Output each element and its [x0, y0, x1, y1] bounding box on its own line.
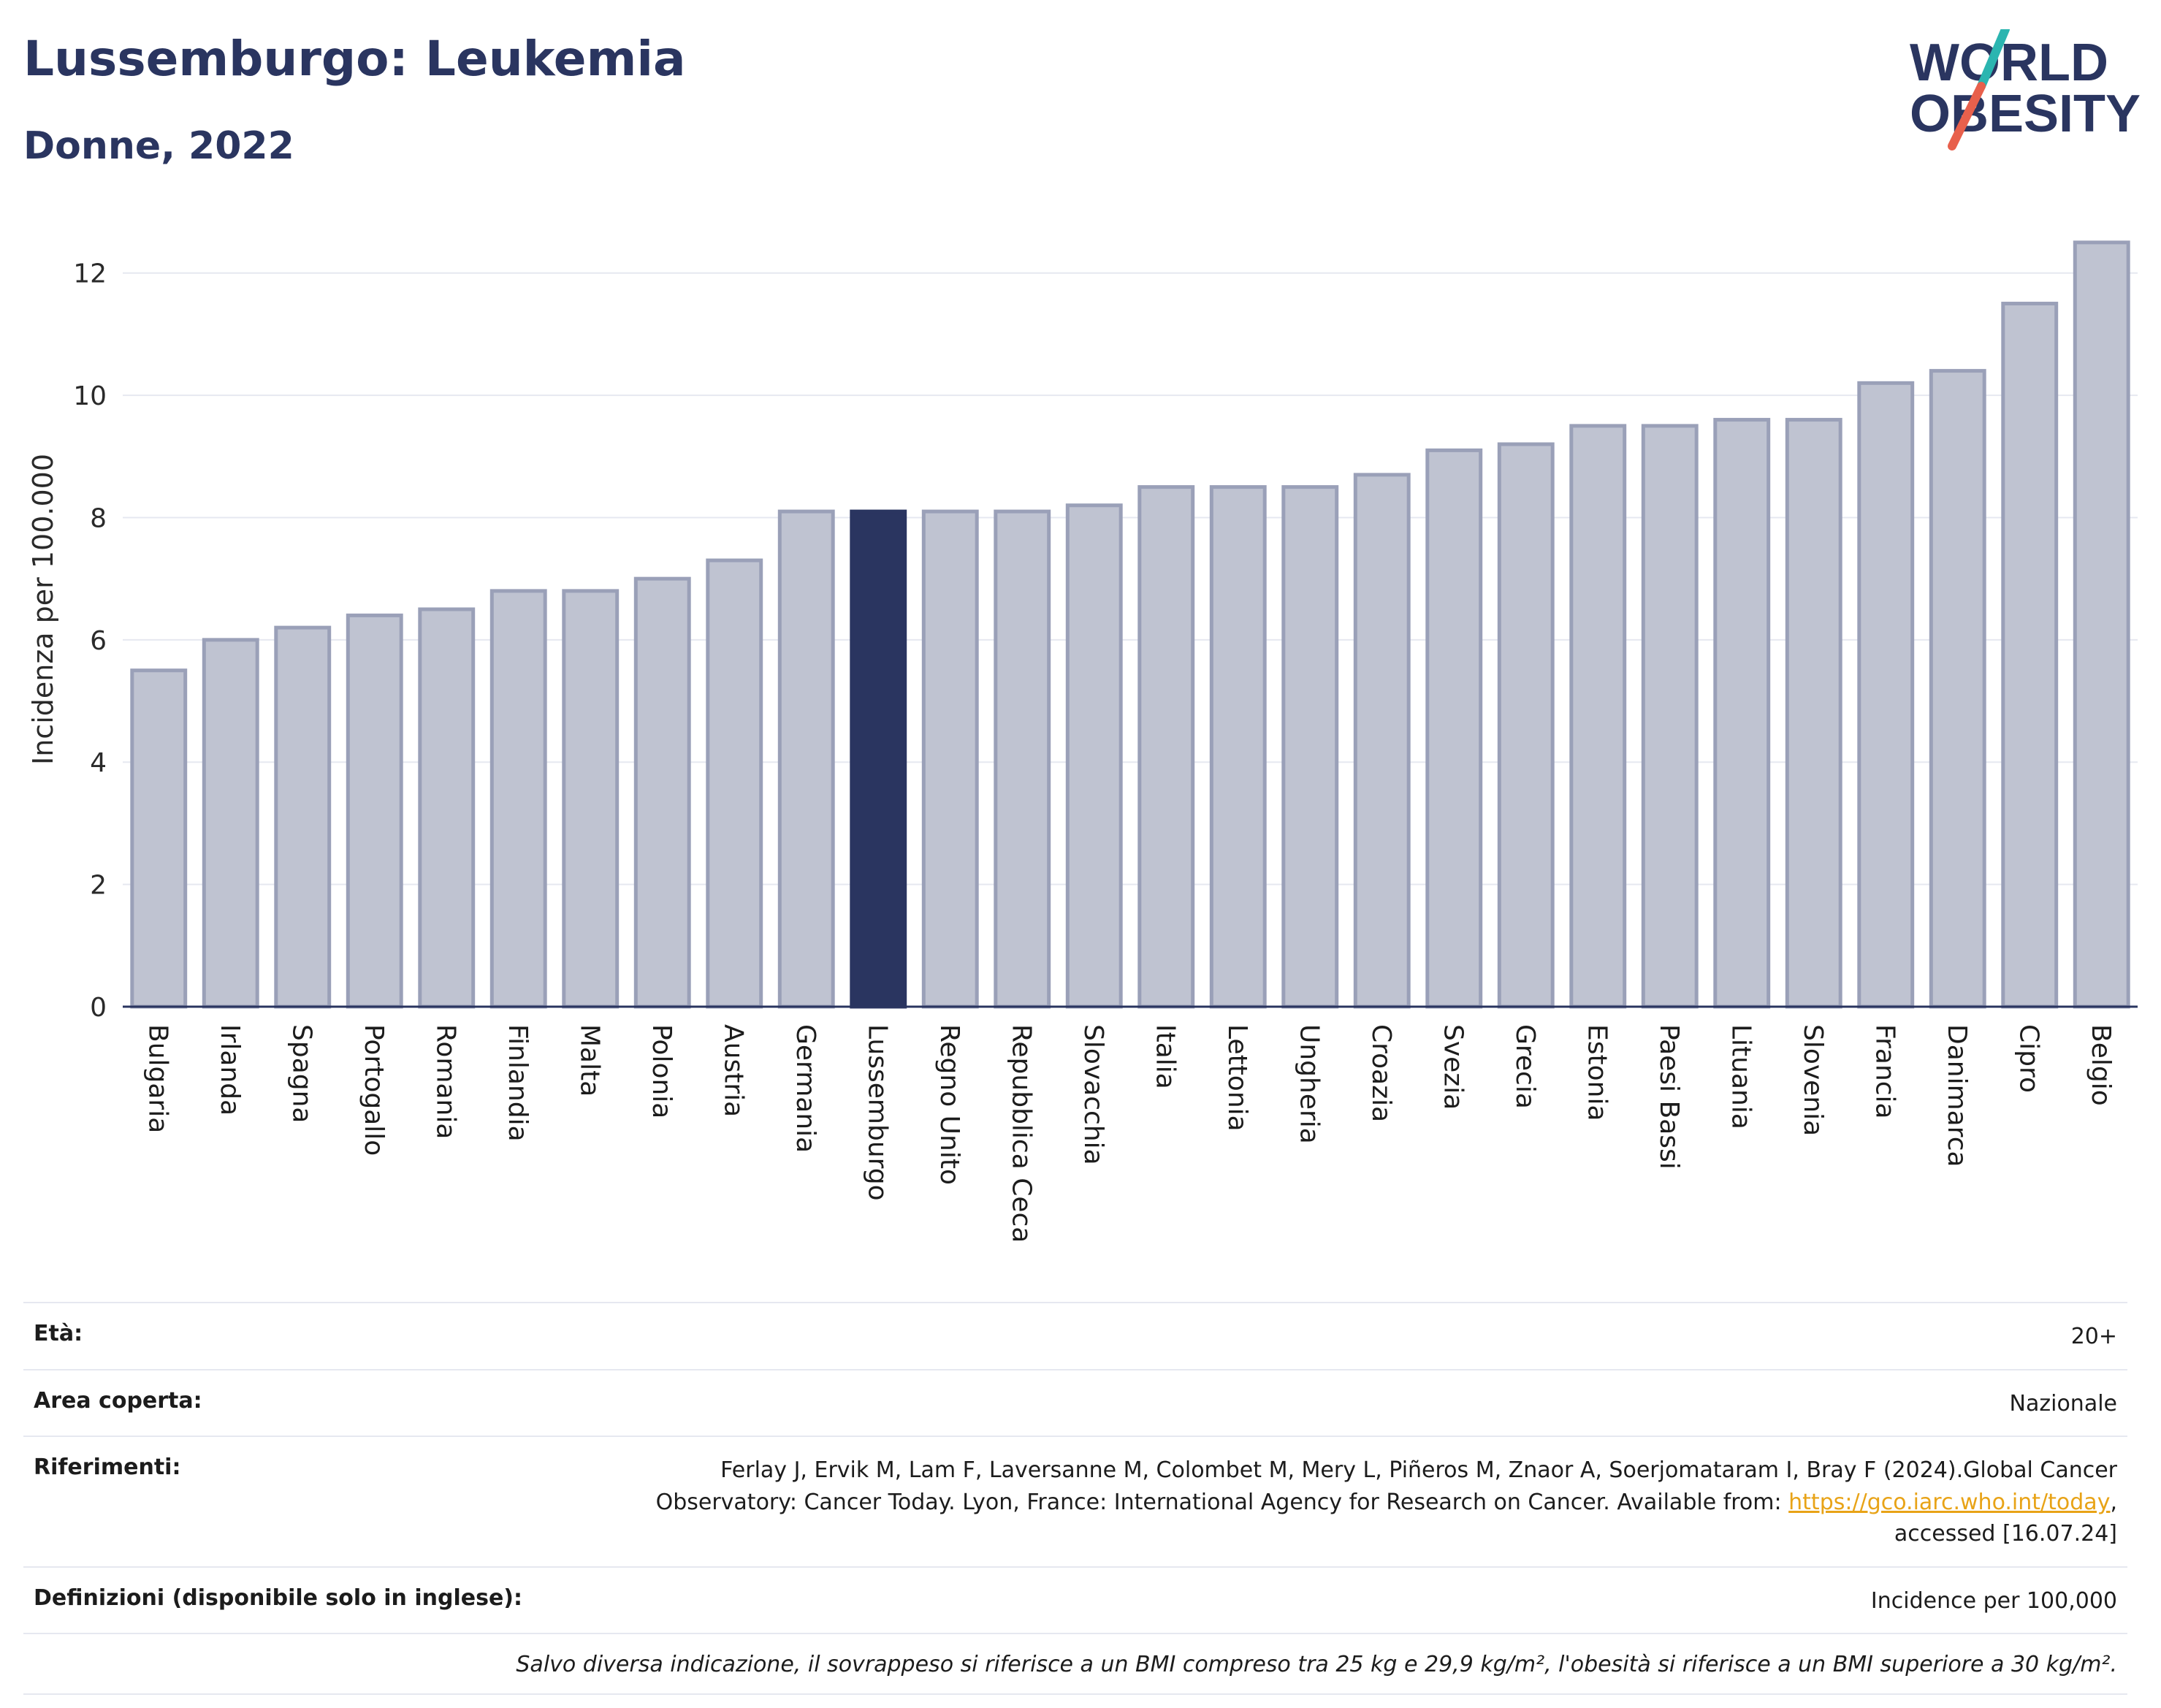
bar	[994, 509, 1051, 1009]
bar	[1137, 485, 1195, 1009]
logo-line1: WORLD	[1910, 34, 2108, 92]
x-tick-label: Lettonia	[1222, 1024, 1252, 1132]
bar	[1569, 424, 1627, 1009]
x-tick-label: Polonia	[647, 1024, 676, 1118]
bar	[489, 589, 547, 1009]
y-tick-label: 8	[90, 503, 107, 533]
x-tick-label: Spagna	[286, 1024, 316, 1124]
x-tick-label: Austria	[718, 1024, 748, 1117]
bar	[633, 576, 691, 1009]
bar-chart: 0 2 4 6 8 10 12 Incidenza per 100.000 Bulgaria Ir…	[27, 240, 2138, 1243]
bar	[706, 558, 763, 1009]
bar	[1785, 418, 1842, 1009]
bar	[1929, 369, 1986, 1009]
bar	[1281, 485, 1339, 1009]
bar	[130, 668, 188, 1009]
bar	[850, 509, 907, 1009]
x-tick-label: Germania	[790, 1024, 820, 1153]
y-tick-label: 4	[90, 748, 107, 778]
page-subtitle: Donne, 2022	[23, 124, 294, 168]
x-tick-label: Irlanda	[215, 1024, 245, 1116]
x-tick-label: Portogallo	[359, 1024, 389, 1156]
bar	[1641, 424, 1699, 1009]
age-label: Età:	[34, 1321, 83, 1346]
bar	[1857, 381, 1915, 1009]
bmi-note: Salvo diversa indicazione, il sovrappeso…	[516, 1652, 2117, 1677]
bar	[1065, 503, 1123, 1009]
x-tick-label: Slovacchia	[1078, 1024, 1108, 1165]
x-tick-label: Cipro	[2013, 1024, 2043, 1093]
y-axis-label: Incidenza per 100.000	[27, 454, 59, 765]
x-tick-label: Estonia	[1582, 1024, 1612, 1121]
meta-row-area: Area coperta: Nazionale	[23, 1368, 2127, 1436]
x-tick-label: Finlandia	[503, 1024, 533, 1142]
page-title: Lussemburgo: Leukemia	[23, 31, 686, 87]
x-tick-label: Danimarca	[1942, 1024, 1972, 1167]
references-label: Riferimenti:	[34, 1455, 181, 1480]
definitions-label: Definizioni (disponibile solo in inglese…	[34, 1585, 522, 1611]
age-value: 20+	[2070, 1324, 2117, 1349]
x-tick-label: Malta	[574, 1024, 604, 1097]
meta-row-age: Età: 20+	[23, 1302, 2127, 1369]
y-tick-label: 10	[73, 381, 107, 411]
bar	[921, 509, 979, 1009]
definitions-value: Incidence per 100,000	[1870, 1587, 2117, 1614]
x-tick-label: Lussemburgo	[862, 1024, 892, 1201]
x-tick-label: Paesi Bassi	[1654, 1024, 1684, 1170]
x-tick-label: Regno Unito	[934, 1024, 964, 1185]
logo-line2: OBESITY	[1910, 85, 2141, 143]
x-tick-label: Croazia	[1366, 1024, 1396, 1122]
logo-slash-top	[1977, 29, 2010, 91]
bar	[1209, 485, 1267, 1009]
y-tick-label: 2	[90, 871, 107, 901]
x-tick-label: Svezia	[1438, 1024, 1468, 1110]
bar	[274, 625, 332, 1009]
x-tick-label: Francia	[1870, 1024, 1899, 1119]
meta-row-definitions: Definizioni (disponibile solo in inglese…	[23, 1566, 2127, 1633]
bar	[1713, 418, 1771, 1009]
area-value: Nazionale	[2009, 1390, 2117, 1417]
bar	[2073, 240, 2130, 1009]
metadata-table: Età: 20+ Area coperta: Nazionale Riferim…	[23, 1302, 2127, 1695]
y-tick-label: 12	[73, 259, 107, 289]
bar	[1353, 473, 1411, 1009]
bar	[346, 613, 403, 1009]
x-tick-label: Repubblica Ceca	[1006, 1024, 1036, 1243]
world-obesity-logo: WORLD OBESITY	[1910, 29, 2141, 150]
bar	[202, 638, 259, 1009]
y-tick-label: 0	[90, 993, 107, 1023]
x-tick-label: Grecia	[1510, 1024, 1540, 1109]
bar	[2001, 302, 2059, 1009]
references-text: Ferlay J, Ervik M, Lam F, Laversanne M, …	[655, 1457, 2117, 1515]
x-tick-label: Ungheria	[1294, 1024, 1324, 1144]
meta-row-references: Riferimenti: Ferlay J, Ervik M, Lam F, L…	[23, 1436, 2127, 1566]
meta-row-note: Salvo diversa indicazione, il sovrappeso…	[23, 1633, 2127, 1695]
bar	[418, 607, 476, 1009]
bar	[777, 509, 835, 1009]
references-value: Ferlay J, Ervik M, Lam F, Laversanne M, …	[620, 1455, 2117, 1550]
x-tick-label: Bulgaria	[142, 1024, 172, 1133]
bar	[1425, 448, 1483, 1009]
x-tick-label: Italia	[1150, 1024, 1180, 1089]
references-accessed: , accessed [16.07.24]	[1894, 1489, 2117, 1547]
y-tick-label: 6	[90, 626, 107, 656]
x-tick-label: Romania	[430, 1024, 460, 1139]
x-tick-label: Belgio	[2086, 1024, 2116, 1106]
x-tick-label: Lituania	[1726, 1024, 1756, 1129]
bar	[1497, 442, 1555, 1009]
logo-slash-bottom	[1948, 82, 1986, 150]
references-link[interactable]: https://gco.iarc.who.int/today	[1788, 1489, 2111, 1515]
area-label: Area coperta:	[34, 1387, 202, 1414]
bar	[562, 589, 620, 1009]
x-tick-label: Slovenia	[1798, 1024, 1828, 1136]
